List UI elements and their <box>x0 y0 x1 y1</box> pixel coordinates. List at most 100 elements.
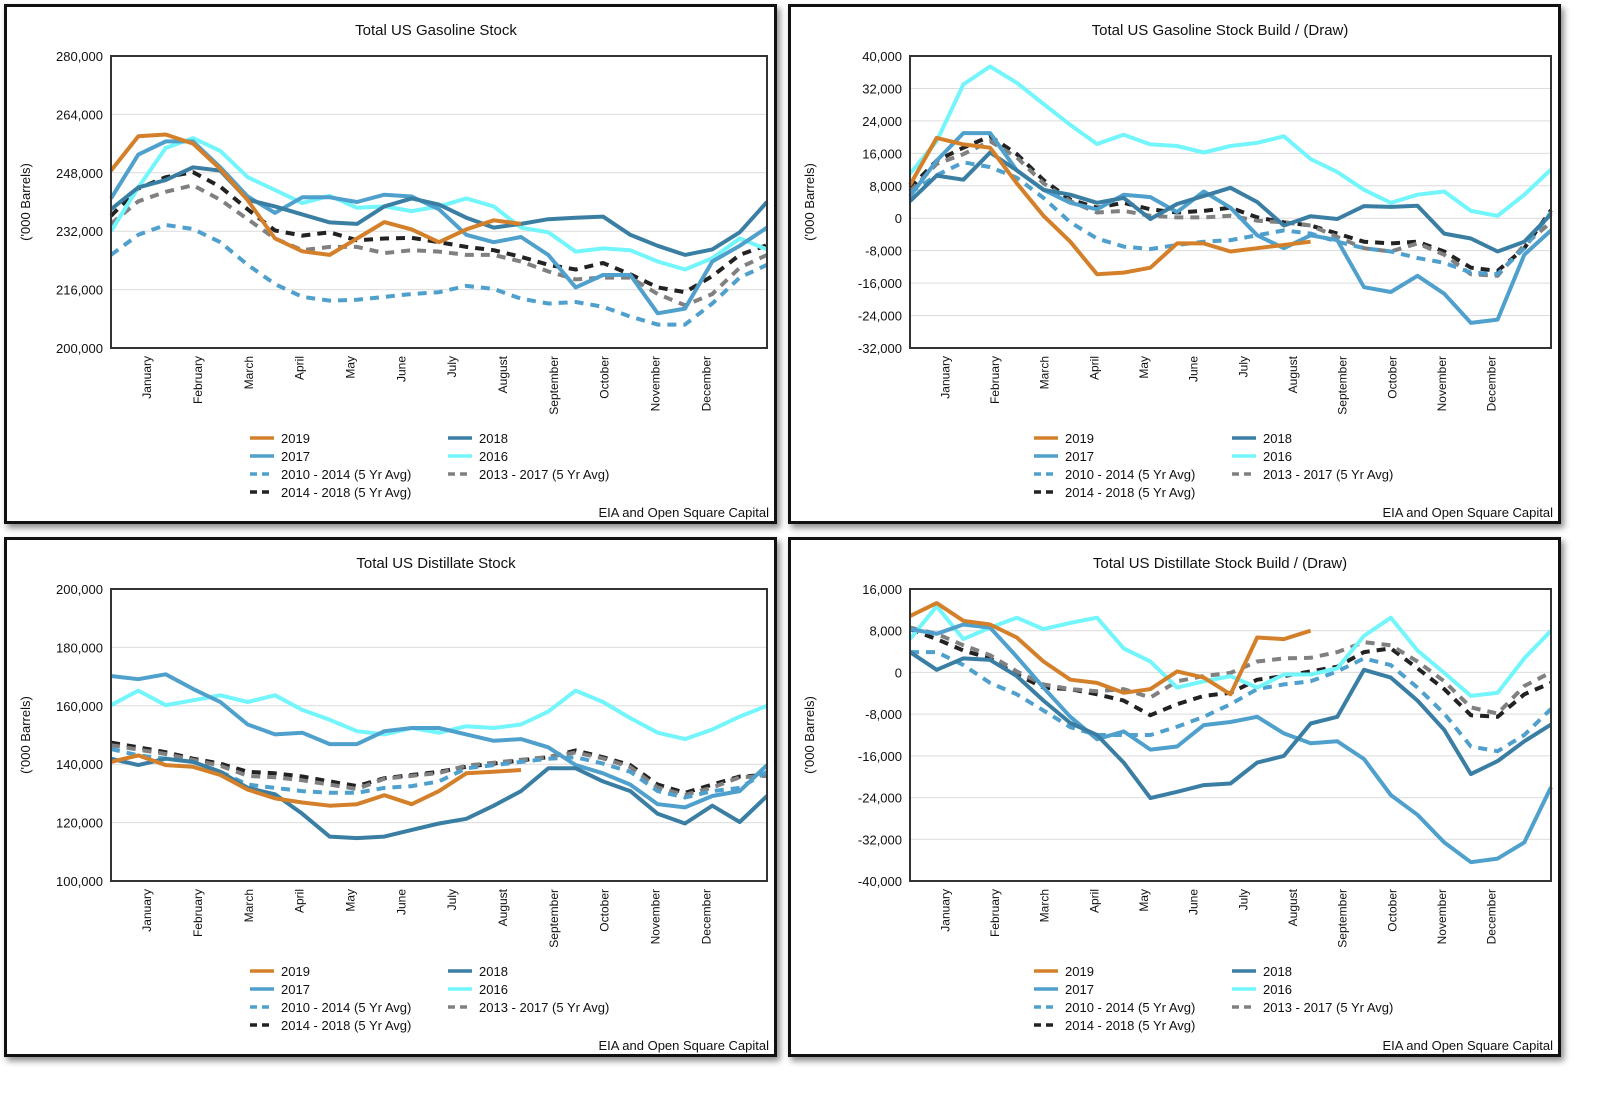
x-tick-label-month: April <box>1087 889 1101 913</box>
y-tick-label: 16,000 <box>862 582 902 597</box>
x-tick-label-month: November <box>648 356 662 411</box>
series-line-2017 <box>110 672 769 810</box>
series-line-2016 <box>110 688 768 742</box>
y-tick-label: 200,000 <box>56 582 103 597</box>
x-tick-label-month: June <box>394 356 408 382</box>
legend-item: 2019 <box>1034 431 1094 446</box>
plot-area-border <box>909 588 1552 882</box>
source-credit: EIA and Open Square Capital <box>1382 1038 1553 1053</box>
x-tick-label-month: July <box>445 356 459 377</box>
series-line-2018 <box>110 756 769 841</box>
y-tick-label: 0 <box>895 211 902 226</box>
legend-label: 2017 <box>281 982 310 997</box>
legend-label: 2014 - 2018 (5 Yr Avg) <box>1065 485 1195 500</box>
x-tick-label-month: March <box>242 356 256 389</box>
y-tick-label: 24,000 <box>862 114 902 129</box>
series-line-2019 <box>109 132 522 257</box>
plot-area-border <box>110 55 768 349</box>
legend-label: 2013 - 2017 (5 Yr Avg) <box>479 467 609 482</box>
legend-label: 2014 - 2018 (5 Yr Avg) <box>281 1018 411 1033</box>
series-line-2016 <box>908 64 1553 218</box>
x-tick-label-month: May <box>1137 356 1151 379</box>
chart-panel-distillate-stock: Total US Distillate Stock ('000 Barrels) 1… <box>4 537 777 1057</box>
y-tick-label: 216,000 <box>56 283 103 298</box>
legend-item: 2019 <box>250 964 310 979</box>
legend-item: 2016 <box>448 982 508 997</box>
legend-item: 2019 <box>250 431 310 446</box>
y-tick-label: -16,000 <box>858 276 902 291</box>
legend-item: 2018 <box>448 964 508 979</box>
legend-label: 2017 <box>281 449 310 464</box>
legend-item: 2018 <box>448 431 508 446</box>
y-tick-label: 0 <box>895 665 902 680</box>
legend-label: 2016 <box>1263 449 1292 464</box>
series-line-2018 <box>908 650 1553 801</box>
y-tick-label: -8,000 <box>865 707 902 722</box>
y-tick-label: 248,000 <box>56 166 103 181</box>
legend-item: 2013 - 2017 (5 Yr Avg) <box>1232 467 1393 482</box>
legend-item: 2014 - 2018 (5 Yr Avg) <box>250 485 411 500</box>
legend-item: 2016 <box>1232 982 1292 997</box>
series-line-2010-2014-5 <box>908 160 1553 277</box>
legend-item: 2017 <box>1034 449 1094 464</box>
y-tick-label: 232,000 <box>56 224 103 239</box>
legend-label: 2018 <box>1263 431 1292 446</box>
chart-panel-distillate-build-draw: Total US Distillate Stock Build / (Draw)… <box>788 537 1561 1057</box>
legend-label: 2019 <box>1065 431 1094 446</box>
y-tick-label: -32,000 <box>858 341 902 356</box>
series-line-2017 <box>109 139 769 316</box>
x-tick-label-month: February <box>988 889 1002 937</box>
legend-item: 2014 - 2018 (5 Yr Avg) <box>250 1018 411 1033</box>
series-line-2014-2018-5 <box>110 740 768 795</box>
chart-svg: Total US Distillate Stock ('000 Barrels) 1… <box>18 555 769 1053</box>
y-axis-label: ('000 Barrels) <box>18 163 33 241</box>
y-tick-label: 8,000 <box>869 179 902 194</box>
legend-item: 2013 - 2017 (5 Yr Avg) <box>448 1000 609 1015</box>
chart-title: Total US Distillate Stock <box>356 555 516 572</box>
x-tick-label-month: June <box>1187 356 1201 382</box>
y-tick-label: 16,000 <box>862 146 902 161</box>
chart-title: Total US Gasoline Stock Build / (Draw) <box>1092 22 1349 39</box>
plot-area-border <box>110 588 768 882</box>
y-tick-label: -24,000 <box>858 309 902 324</box>
x-tick-label-month: October <box>1385 889 1399 932</box>
x-tick-label-month: October <box>1385 356 1399 399</box>
y-tick-label: -8,000 <box>865 244 902 259</box>
y-tick-label: 32,000 <box>862 81 902 96</box>
y-axis-label: ('000 Barrels) <box>802 163 817 241</box>
legend-label: 2010 - 2014 (5 Yr Avg) <box>281 1000 411 1015</box>
y-tick-label: 140,000 <box>56 757 103 772</box>
legend-item: 2016 <box>448 449 508 464</box>
series-line-2013-2017-5 <box>110 743 768 797</box>
chart-panel-gasoline-build-draw: Total US Gasoline Stock Build / (Draw) ('… <box>788 4 1561 524</box>
x-tick-label-month: December <box>1485 889 1499 944</box>
x-tick-label-month: December <box>699 356 713 411</box>
y-axis-label: ('000 Barrels) <box>18 696 33 774</box>
legend-label: 2018 <box>1263 964 1292 979</box>
x-tick-label-month: September <box>1336 889 1350 948</box>
chart-svg: Total US Distillate Stock Build / (Draw)… <box>802 555 1553 1053</box>
x-tick-label-month: January <box>938 356 952 399</box>
x-tick-label-month: July <box>1236 356 1250 377</box>
legend-item: 2017 <box>1034 982 1094 997</box>
series-line-2018 <box>908 150 1553 254</box>
x-tick-label-month: June <box>394 889 408 915</box>
series-line-2014-2018-5 <box>109 170 768 295</box>
x-tick-label-month: November <box>1435 356 1449 411</box>
y-tick-label: 280,000 <box>56 49 103 64</box>
y-tick-label: 160,000 <box>56 699 103 714</box>
y-tick-label: 200,000 <box>56 341 103 356</box>
x-tick-label-month: September <box>547 356 561 415</box>
legend-label: 2014 - 2018 (5 Yr Avg) <box>281 485 411 500</box>
x-tick-label-month: February <box>191 889 205 937</box>
legend-label: 2019 <box>281 964 310 979</box>
x-tick-label-month: April <box>293 889 307 913</box>
y-tick-label: 100,000 <box>56 874 103 889</box>
legend-item: 2013 - 2017 (5 Yr Avg) <box>1232 1000 1393 1015</box>
legend-item: 2013 - 2017 (5 Yr Avg) <box>448 467 609 482</box>
chart-title: Total US Gasoline Stock <box>355 22 517 39</box>
legend-item: 2010 - 2014 (5 Yr Avg) <box>250 1000 411 1015</box>
y-tick-label: -24,000 <box>858 791 902 806</box>
legend-item: 2010 - 2014 (5 Yr Avg) <box>1034 467 1195 482</box>
x-tick-label-month: August <box>1286 355 1300 393</box>
